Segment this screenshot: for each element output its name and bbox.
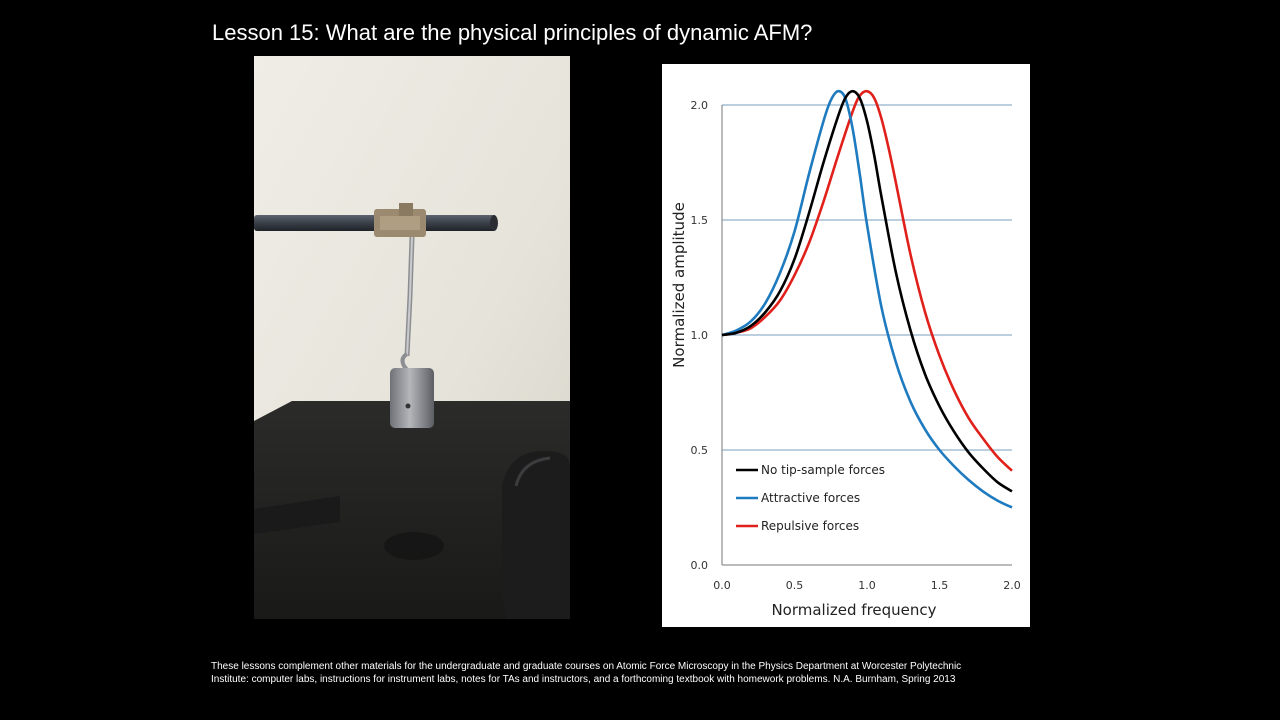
tick-labels: 0.0 0.5 1.0 1.5 2.0 0.0 0.5 1.0 1.5 2.0 <box>691 99 1021 592</box>
x-axis-title: Normalized frequency <box>771 601 936 619</box>
y-tick-label: 2.0 <box>691 99 709 112</box>
legend-item-no-forces: No tip-sample forces <box>736 463 885 477</box>
x-tick-label: 1.0 <box>858 579 876 592</box>
pendulum-photo <box>254 56 570 619</box>
footer-line: Institute: computer labs, instructions f… <box>211 674 956 685</box>
gridlines <box>722 104 1012 451</box>
series-line-attractive <box>721 89 1013 509</box>
legend-label: Repulsive forces <box>761 519 859 533</box>
series-line-repulsive <box>721 89 1013 472</box>
x-tick-label: 1.5 <box>931 579 949 592</box>
chart-canvas: 0.0 0.5 1.0 1.5 2.0 0.0 0.5 1.0 1.5 2.0 Normalize… <box>670 89 1021 619</box>
resonance-chart: 0.0 0.5 1.0 1.5 2.0 0.0 0.5 1.0 1.5 2.0 Normalize… <box>662 64 1030 627</box>
legend: No tip-sample forces Attractive forces R… <box>736 463 885 533</box>
y-tick-label: 1.0 <box>691 329 709 342</box>
y-tick-label: 0.5 <box>691 444 709 457</box>
footer-credit: These lessons complement other materials… <box>211 660 1071 686</box>
series-lines <box>721 89 1013 509</box>
legend-item-attractive: Attractive forces <box>736 491 860 505</box>
y-tick-label: 0.0 <box>691 559 709 572</box>
legend-label: Attractive forces <box>761 491 860 505</box>
y-tick-label: 1.5 <box>691 214 709 227</box>
y-axis-title: Normalized amplitude <box>670 202 688 368</box>
legend-label: No tip-sample forces <box>761 463 885 477</box>
slide-title: Lesson 15: What are the physical princip… <box>212 20 813 45</box>
legend-item-repulsive: Repulsive forces <box>736 519 859 533</box>
x-tick-label: 2.0 <box>1003 579 1021 592</box>
series-line-no-forces <box>721 89 1013 493</box>
x-tick-label: 0.5 <box>786 579 804 592</box>
x-tick-label: 0.0 <box>713 579 731 592</box>
footer-line: These lessons complement other materials… <box>211 661 962 672</box>
